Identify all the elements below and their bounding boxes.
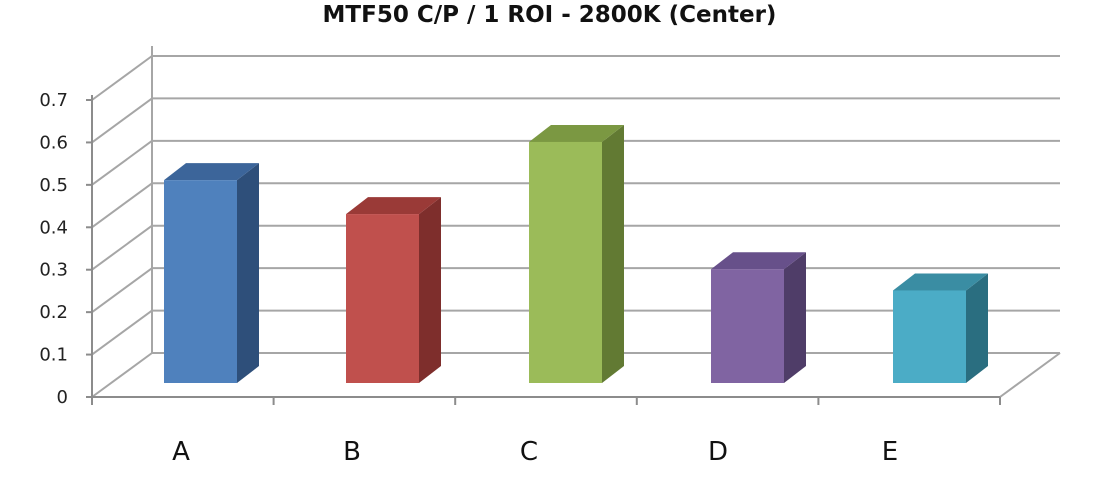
bar-e	[893, 273, 988, 383]
bar-front-face	[893, 290, 966, 383]
bar-side-face	[966, 273, 988, 383]
bar-side-face	[237, 163, 259, 383]
side-gridline	[91, 182, 153, 229]
bar-top-face	[346, 197, 441, 215]
x-category-label: E	[882, 437, 898, 467]
x-category-label: B	[343, 437, 361, 467]
bar-front-face	[346, 214, 419, 383]
bar-a	[164, 163, 259, 383]
bar-front-face	[164, 180, 237, 383]
bar-front-face	[529, 141, 602, 383]
side-gridline	[91, 55, 153, 101]
bar-top-face	[164, 163, 259, 181]
bar-layer	[164, 124, 988, 383]
y-tick-label: 0.7	[39, 90, 68, 111]
y-tick-label: 0.5	[39, 175, 68, 196]
bar-side-face	[419, 197, 441, 383]
side-gridline	[91, 309, 153, 356]
bar-d	[711, 252, 806, 383]
bar-b	[346, 197, 441, 383]
side-gridline	[91, 352, 153, 398]
label-layer: 0 0.1 0.2 0.3 0.4 0.5 0.6 0.7 A B C D E	[39, 90, 898, 467]
x-category-label: C	[520, 437, 538, 467]
side-gridline	[91, 97, 153, 144]
y-tick-label: 0.6	[39, 132, 68, 153]
side-gridline	[91, 140, 153, 186]
side-gridline	[91, 224, 153, 271]
y-tick-label: 0.4	[39, 217, 68, 238]
side-gridline	[91, 267, 153, 313]
x-category-label: A	[172, 437, 190, 467]
y-tick-label: 0.3	[39, 260, 68, 281]
bar-top-face	[711, 252, 806, 270]
y-tick-label: 0.2	[39, 302, 68, 323]
bar-top-face	[893, 273, 988, 291]
bar-side-face	[602, 124, 624, 383]
bar-front-face	[711, 269, 784, 383]
bar-side-face	[784, 252, 806, 383]
chart-title: MTF50 C/P / 1 ROI - 2800K (Center)	[322, 2, 777, 28]
bar-top-face	[529, 124, 624, 142]
axis-layer	[86, 95, 1001, 405]
y-tick-label: 0.1	[39, 345, 68, 366]
bar-c	[529, 124, 624, 383]
floor-edge	[999, 352, 1061, 398]
x-category-label: D	[708, 437, 728, 467]
y-tick-label: 0	[57, 387, 68, 408]
